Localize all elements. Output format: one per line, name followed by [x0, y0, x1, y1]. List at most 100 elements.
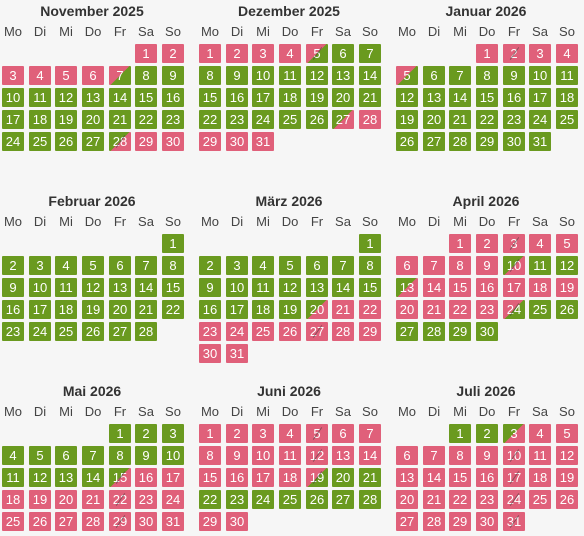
day-cell[interactable]: 15 [199, 468, 221, 487]
day-cell[interactable]: 27 [332, 490, 354, 509]
day-cell[interactable]: 10 [252, 66, 274, 85]
day-cell[interactable]: 9 [226, 446, 248, 465]
day-cell[interactable]: 9 [226, 66, 248, 85]
day-cell[interactable]: 8 [476, 66, 498, 85]
day-cell[interactable]: 31 [162, 512, 184, 531]
day-cell[interactable]: 21 [135, 300, 157, 319]
day-cell[interactable]: 15 [162, 278, 184, 297]
day-cell[interactable]: 19 [29, 490, 51, 509]
day-cell[interactable]: 29 [359, 322, 381, 341]
day-cell[interactable]: 12 [279, 278, 301, 297]
day-cell[interactable]: 11 [2, 468, 24, 487]
day-cell[interactable]: 2 [476, 424, 498, 443]
day-cell[interactable]: 7 [423, 256, 445, 275]
day-cell[interactable]: 14 [449, 88, 471, 107]
day-cell[interactable]: 30 [199, 344, 221, 363]
day-cell[interactable]: 30 [226, 132, 248, 151]
day-cell[interactable]: 5 [556, 234, 578, 253]
day-cell[interactable]: 20 [396, 490, 418, 509]
day-cell[interactable]: 24 [162, 490, 184, 509]
day-cell[interactable]: 30 [476, 322, 498, 341]
day-cell[interactable]: 26 [556, 490, 578, 509]
day-cell[interactable]: 19 [279, 300, 301, 319]
day-cell[interactable]: 6 [109, 256, 131, 275]
day-cell[interactable]: 7 [423, 446, 445, 465]
day-cell[interactable]: 29 [449, 512, 471, 531]
day-cell[interactable]: 14 [332, 278, 354, 297]
day-cell[interactable]: 25 [529, 300, 551, 319]
day-cell[interactable]: 19 [306, 468, 328, 487]
day-cell[interactable]: 8 [449, 256, 471, 275]
day-cell[interactable]: 27 [396, 322, 418, 341]
day-cell[interactable]: 5 [306, 44, 328, 63]
day-cell[interactable]: 13 [332, 66, 354, 85]
day-cell[interactable]: 4 [529, 234, 551, 253]
day-cell[interactable]: 7 [82, 446, 104, 465]
day-cell[interactable]: 31 [529, 132, 551, 151]
day-cell[interactable]: 27 [55, 512, 77, 531]
day-cell[interactable]: 6 [82, 66, 104, 85]
day-cell[interactable]: 23 [162, 110, 184, 129]
day-cell[interactable]: 10 [529, 66, 551, 85]
day-cell[interactable]: 22 [199, 110, 221, 129]
day-cell[interactable]: 21 [359, 468, 381, 487]
day-cell[interactable]: 1 [359, 234, 381, 253]
day-cell[interactable]: 3 [252, 424, 274, 443]
day-cell[interactable]: 30 [503, 132, 525, 151]
day-cell[interactable]: 13 [109, 278, 131, 297]
day-cell[interactable]: 20 [332, 468, 354, 487]
day-cell[interactable]: 14 [109, 88, 131, 107]
day-cell[interactable]: 24 [503, 300, 525, 319]
day-cell[interactable]: 16 [199, 300, 221, 319]
day-cell[interactable]: 23 [503, 110, 525, 129]
day-cell[interactable]: 29 [135, 132, 157, 151]
day-cell[interactable]: 7 [359, 44, 381, 63]
day-cell[interactable]: 5 [29, 446, 51, 465]
day-cell[interactable]: 14 [423, 278, 445, 297]
day-cell[interactable]: 25 [529, 490, 551, 509]
day-cell[interactable]: 14 [359, 66, 381, 85]
day-cell[interactable]: 3 [226, 256, 248, 275]
day-cell[interactable]: 7 [332, 256, 354, 275]
day-cell[interactable]: 2 [162, 44, 184, 63]
day-cell[interactable]: 12 [556, 446, 578, 465]
day-cell[interactable]: 31 [226, 344, 248, 363]
day-cell[interactable]: 17 [529, 88, 551, 107]
day-cell[interactable]: 16 [135, 468, 157, 487]
day-cell[interactable]: 11 [279, 446, 301, 465]
day-cell[interactable]: 5 [396, 66, 418, 85]
day-cell[interactable]: 2 [476, 234, 498, 253]
day-cell[interactable]: 10 [2, 88, 24, 107]
day-cell[interactable]: 13 [396, 278, 418, 297]
day-cell[interactable]: 1 [199, 44, 221, 63]
day-cell[interactable]: 4 [279, 44, 301, 63]
day-cell[interactable]: 16 [226, 468, 248, 487]
day-cell[interactable]: 1 [449, 234, 471, 253]
day-cell[interactable]: 13 [423, 88, 445, 107]
day-cell[interactable]: 6 [306, 256, 328, 275]
day-cell[interactable]: 6 [55, 446, 77, 465]
day-cell[interactable]: 4 [252, 256, 274, 275]
day-cell[interactable]: 23 [135, 490, 157, 509]
day-cell[interactable]: 7 [359, 424, 381, 443]
day-cell[interactable]: 25 [2, 512, 24, 531]
day-cell[interactable]: 27 [109, 322, 131, 341]
day-cell[interactable]: 17 [29, 300, 51, 319]
day-cell[interactable]: 30 [476, 512, 498, 531]
day-cell[interactable]: 8 [359, 256, 381, 275]
day-cell[interactable]: 11 [29, 88, 51, 107]
day-cell[interactable]: 8 [199, 66, 221, 85]
day-cell[interactable]: 14 [359, 446, 381, 465]
day-cell[interactable]: 1 [476, 44, 498, 63]
day-cell[interactable]: 30 [226, 512, 248, 531]
day-cell[interactable]: 26 [29, 512, 51, 531]
day-cell[interactable]: 11 [279, 66, 301, 85]
day-cell[interactable]: 23 [476, 300, 498, 319]
day-cell[interactable]: 24 [252, 110, 274, 129]
day-cell[interactable]: 30 [162, 132, 184, 151]
day-cell[interactable]: 17 [252, 88, 274, 107]
day-cell[interactable]: 3 [503, 424, 525, 443]
day-cell[interactable]: 15 [135, 88, 157, 107]
day-cell[interactable]: 16 [476, 278, 498, 297]
day-cell[interactable]: 5 [279, 256, 301, 275]
